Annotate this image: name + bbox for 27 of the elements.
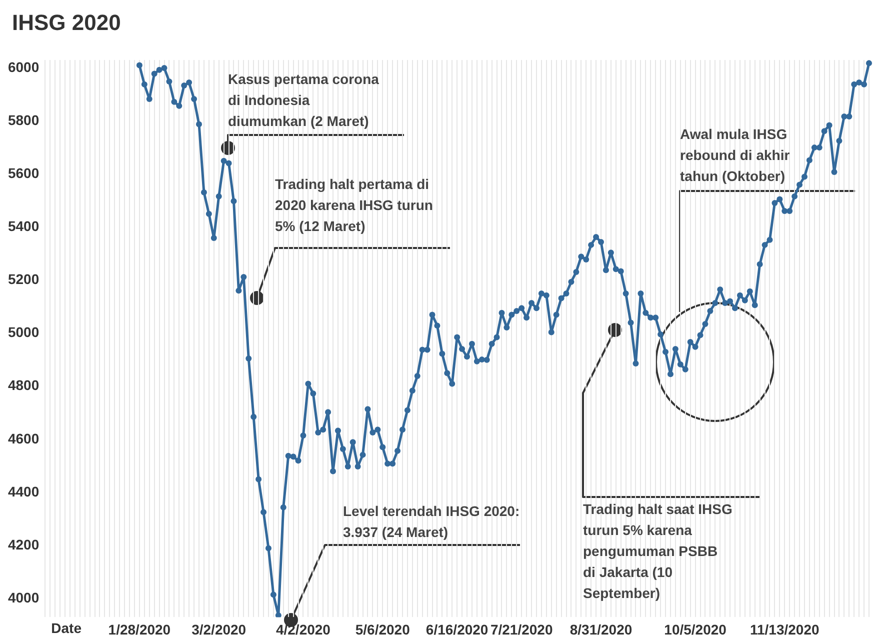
chart-title: IHSG 2020 <box>12 10 121 36</box>
x-tick-label: 3/2/2020 <box>192 621 246 638</box>
x-tick-label: 8/31/2020 <box>570 621 632 638</box>
x-axis-title: Date <box>51 620 82 636</box>
annotation: Trading halt saat IHSG turun 5% karena pengumuman PSBB di Jakarta (10 September) <box>583 500 732 601</box>
y-tick-label: 5200 <box>8 271 40 288</box>
y-tick-label: 4200 <box>8 536 40 552</box>
annotation: Level terendah IHSG 2020: 3.937 (24 Maret) <box>343 502 520 540</box>
y-tick-label: 5000 <box>8 324 40 340</box>
x-tick-label: 6/16/2020 <box>426 621 488 638</box>
y-tick-label: 4800 <box>8 377 40 394</box>
y-tick-label: 5800 <box>8 112 40 128</box>
x-tick-label: 10/5/2020 <box>664 621 727 638</box>
y-tick-label: 5400 <box>8 218 40 234</box>
x-tick-label: 1/28/2020 <box>108 621 171 638</box>
y-tick-label: 4400 <box>8 483 40 500</box>
annotation: Trading halt pertama di 2020 karena IHSG turun 5% (12 Maret) <box>275 176 433 234</box>
y-tick-label: 5600 <box>8 164 40 181</box>
y-tick-label: 4000 <box>8 589 40 606</box>
y-tick-label: 4600 <box>8 430 40 446</box>
y-tick-label: 6000 <box>8 58 40 75</box>
x-tick-label: 5/6/2020 <box>355 621 410 638</box>
x-tick-label: 7/21/2020 <box>490 621 553 638</box>
x-tick-label: 11/13/2020 <box>750 621 820 638</box>
annotation: Awal mula IHSG rebound di akhir tahun (Oktober) <box>680 126 790 184</box>
x-tick-label: 4/2/2020 <box>276 621 331 638</box>
annotation: Kasus pertama corona di Indonesia diumumkan (2 Maret) <box>228 70 380 129</box>
